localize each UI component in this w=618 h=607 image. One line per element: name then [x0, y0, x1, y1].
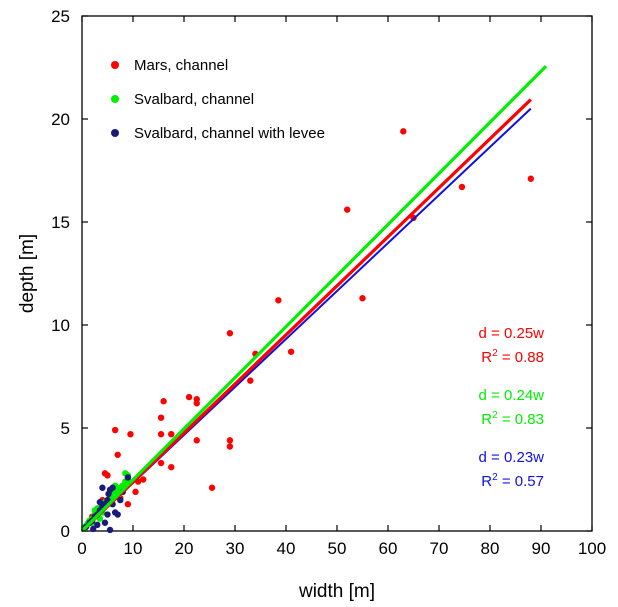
- x-axis-title: width [m]: [298, 581, 375, 602]
- data-point: [104, 511, 111, 518]
- data-point: [117, 496, 124, 504]
- data-point: [193, 400, 200, 407]
- y-tick-label: 20: [51, 110, 70, 129]
- data-point: [458, 183, 466, 191]
- legend-label: Mars, channel: [134, 57, 228, 74]
- data-point: [127, 430, 134, 438]
- data-point: [208, 484, 216, 491]
- legend-label: Svalbard, channel: [134, 91, 254, 108]
- series-layer: [80, 64, 548, 534]
- data-point: [400, 128, 407, 135]
- data-point: [105, 490, 112, 498]
- data-point: [96, 498, 104, 506]
- data-point: [101, 519, 109, 526]
- legend-label: Svalbard, channel with levee: [134, 125, 325, 142]
- x-tick-label: 80: [481, 539, 500, 558]
- data-point: [90, 525, 97, 533]
- data-point: [140, 476, 147, 483]
- x-tick-label: 60: [379, 539, 398, 558]
- fit-annotations: d = 0.25w R2 = 0.88 d = 0.24w R2 = 0.83 d = …: [479, 325, 545, 490]
- x-tick-label: 30: [226, 539, 245, 558]
- y-tick-label: 0: [61, 522, 70, 541]
- data-point: [344, 206, 351, 213]
- y-tick-label: 25: [51, 7, 70, 26]
- data-point: [157, 459, 165, 467]
- y-tick-label: 15: [51, 213, 70, 232]
- x-tick-label: 50: [328, 539, 347, 558]
- x-tick-label: 100: [578, 539, 606, 558]
- data-point: [157, 430, 165, 438]
- data-point: [247, 377, 254, 384]
- data-point: [275, 297, 282, 304]
- fit-equation: d = 0.23w: [479, 449, 545, 466]
- fit-line: [80, 64, 548, 533]
- x-tick-label: 90: [532, 539, 551, 558]
- legend-marker: [111, 61, 119, 69]
- data-point: [111, 426, 119, 434]
- x-tick-label: 70: [430, 539, 449, 558]
- data-point: [109, 484, 116, 491]
- data-point: [114, 451, 121, 458]
- data-point: [132, 488, 139, 496]
- data-point: [99, 484, 106, 491]
- fit-equation: d = 0.24w: [479, 387, 545, 404]
- data-point: [124, 474, 132, 481]
- data-point: [114, 511, 121, 518]
- y-tick-label: 10: [51, 316, 70, 335]
- x-tick-label: 10: [124, 539, 143, 558]
- data-point: [226, 330, 234, 337]
- x-tick-label: 20: [175, 539, 194, 558]
- data-point: [168, 430, 175, 438]
- data-point: [193, 437, 200, 444]
- legend: Mars, channel Svalbard, channel Svalbard, …: [111, 57, 325, 142]
- y-axis-title: depth [m]: [17, 234, 38, 313]
- data-point: [226, 443, 234, 450]
- x-tick-label: 0: [77, 539, 86, 558]
- data-point: [106, 526, 114, 534]
- data-point: [226, 437, 234, 444]
- legend-marker: [111, 95, 119, 103]
- fit-equation: d = 0.25w: [479, 325, 545, 342]
- data-point: [124, 501, 132, 508]
- data-point: [104, 472, 111, 479]
- fit-r-squared: R2 = 0.88: [481, 348, 544, 366]
- x-tick-label: 40: [277, 539, 296, 558]
- series-0: [86, 128, 534, 524]
- data-point: [287, 348, 295, 355]
- data-point: [527, 175, 534, 182]
- data-point: [185, 393, 193, 401]
- fit-r-squared: R2 = 0.57: [481, 472, 544, 490]
- y-tick-label: 5: [61, 419, 70, 438]
- data-point: [157, 414, 165, 421]
- data-point: [359, 295, 366, 302]
- data-point: [168, 463, 175, 471]
- data-point: [160, 398, 167, 405]
- fit-line: [80, 98, 532, 533]
- data-point: [94, 521, 101, 529]
- legend-marker: [111, 129, 119, 137]
- fit-r-squared: R2 = 0.83: [481, 410, 544, 428]
